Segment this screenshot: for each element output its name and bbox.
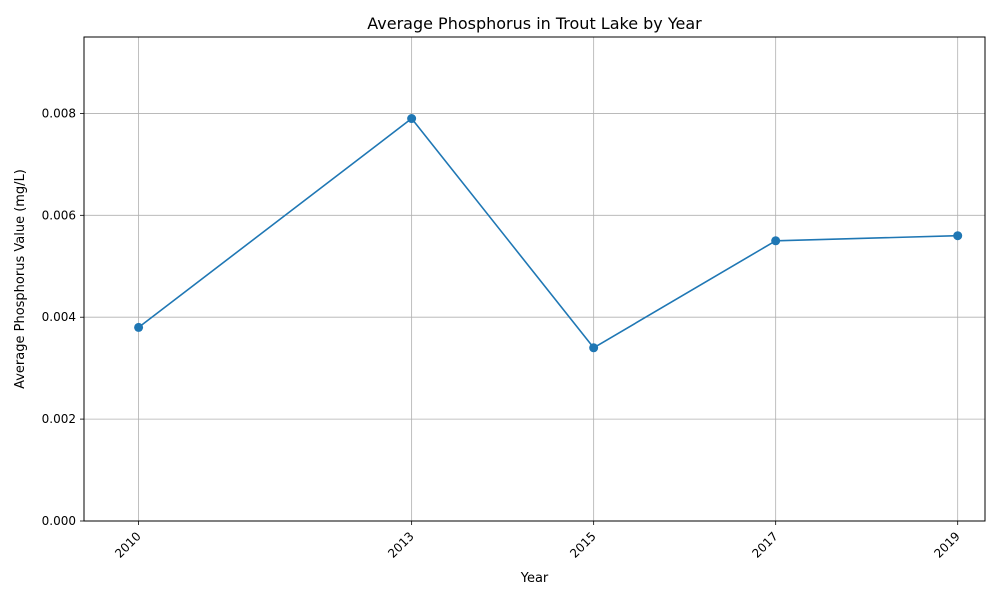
- plot-frame: [83, 36, 986, 522]
- y-axis-label: Average Phosphorus Value (mg/L): [13, 169, 28, 389]
- data-point-marker: [589, 343, 599, 353]
- y-tick-label: 0.004: [42, 310, 76, 324]
- data-point-marker: [953, 231, 963, 241]
- y-tick-label: 0.002: [42, 412, 76, 426]
- y-tick-label: 0.008: [42, 106, 76, 120]
- series-layer: [134, 114, 963, 353]
- x-axis-label: Year: [520, 571, 549, 586]
- data-point-marker: [407, 114, 417, 124]
- y-tick-label: 0.000: [42, 514, 76, 528]
- data-point-marker: [771, 236, 781, 246]
- data-point-marker: [134, 322, 144, 332]
- chart-title: Average Phosphorus in Trout Lake by Year: [367, 14, 702, 33]
- y-tick-label: 0.006: [42, 208, 76, 222]
